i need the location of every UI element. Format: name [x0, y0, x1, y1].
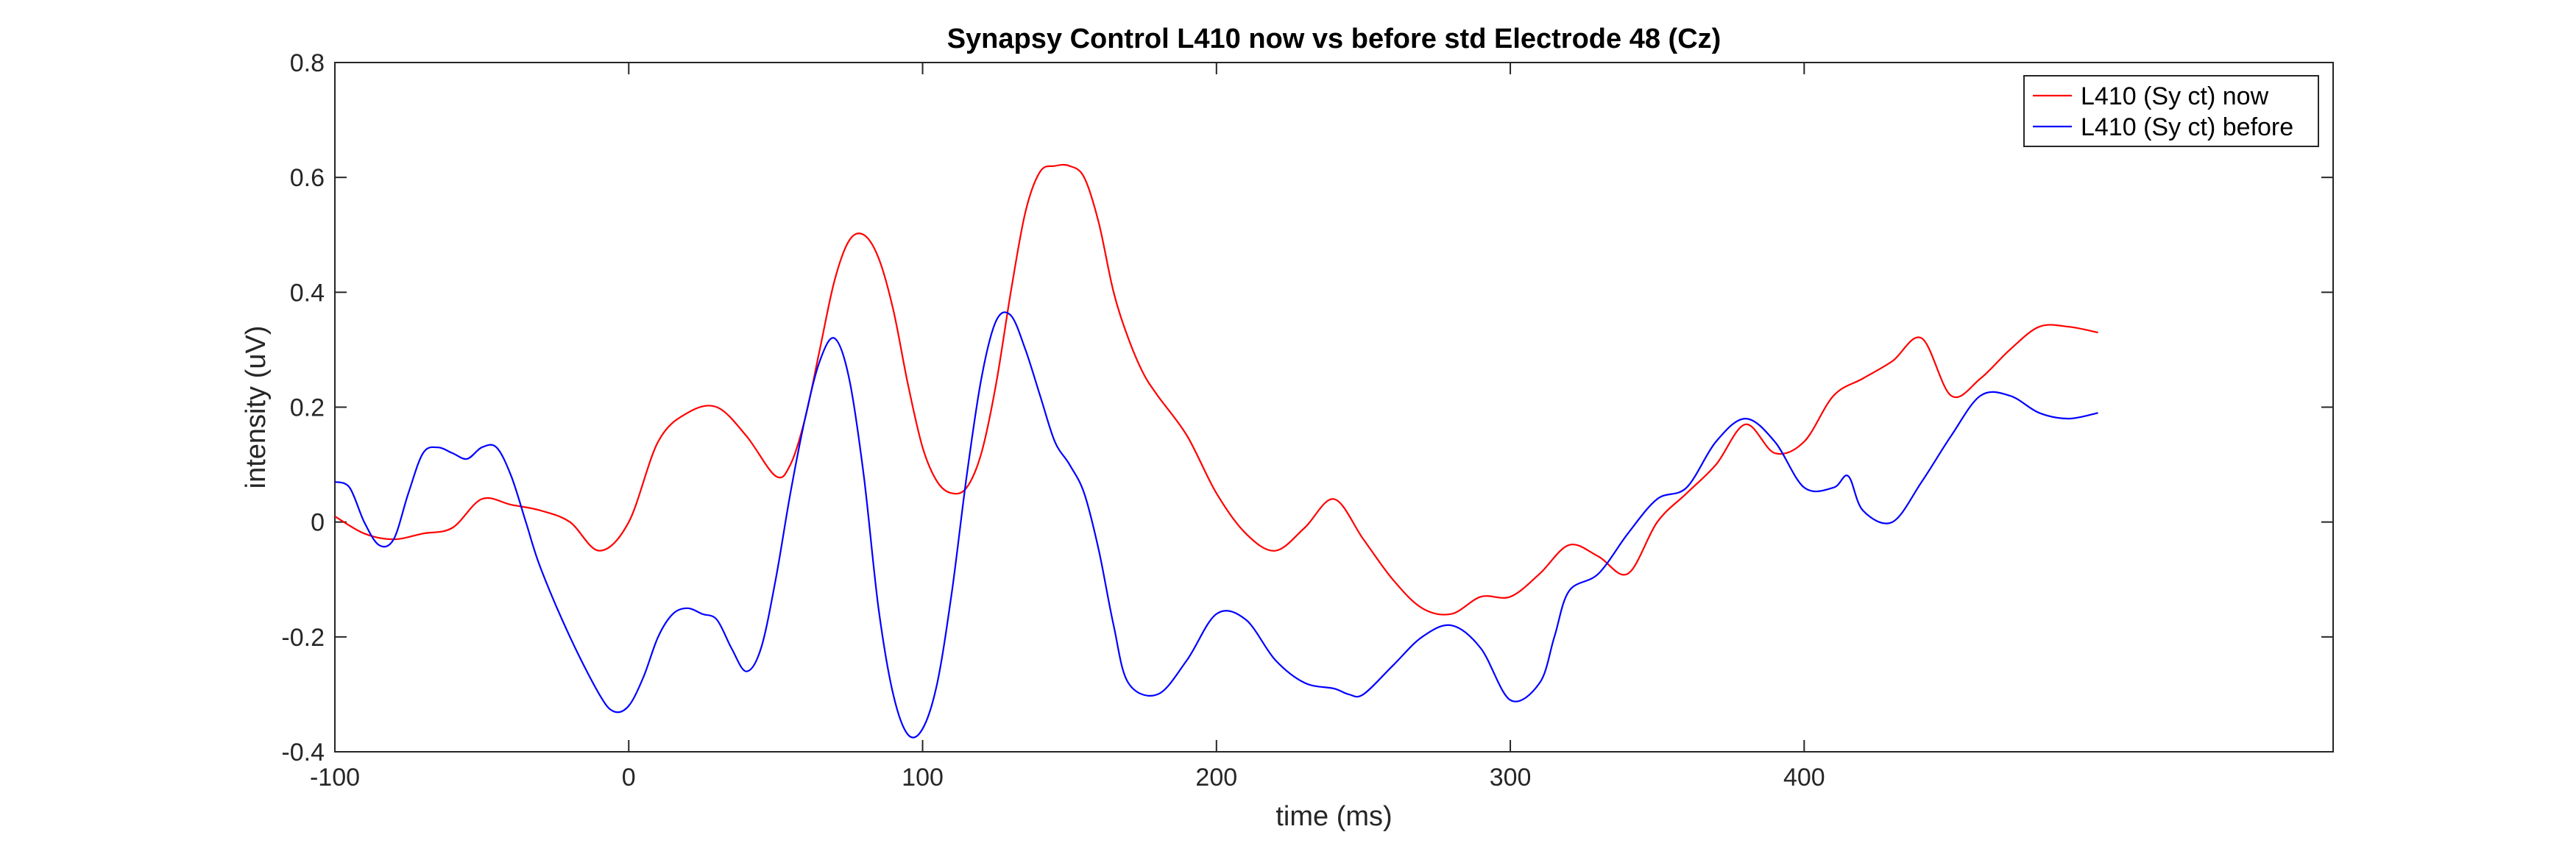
y-tick-label: 0.2: [290, 394, 325, 422]
chart-title: Synapsy Control L410 now vs before std E…: [947, 24, 1722, 54]
x-tick-label: 100: [902, 764, 944, 792]
legend-box: [2023, 75, 2319, 147]
axes-box: [334, 62, 2334, 753]
series-line-before: [334, 311, 2098, 739]
x-tick-label: 400: [1783, 764, 1825, 792]
series-group: [334, 163, 2098, 739]
y-tick-label: 0.4: [290, 279, 325, 307]
legend-label-now: L410 (Sy ct) now: [2081, 82, 2269, 110]
y-tick-label: 0.8: [290, 49, 325, 77]
y-tick-label: -0.4: [281, 739, 325, 766]
y-tick-label: 0.6: [290, 164, 325, 192]
legend-label-before: L410 (Sy ct) before: [2081, 113, 2293, 141]
axis-ticks: -100 0 100 200 300 400 -0.4 -0.2 0 0.2 0.4 0.6 0.8: [281, 49, 2333, 792]
y-tick-label: 0: [311, 509, 325, 537]
series-line-now: [334, 163, 2098, 616]
x-tick-label: 200: [1195, 764, 1237, 792]
x-tick-label: 300: [1490, 764, 1532, 792]
legend: L410 (Sy ct) now L410 (Sy ct) before: [2023, 75, 2319, 147]
y-tick-label: -0.2: [281, 624, 325, 652]
y-axis-label: intensity (uV): [241, 326, 272, 489]
plot-area: [334, 62, 2334, 753]
x-tick-label: -100: [310, 764, 360, 792]
x-axis-label: time (ms): [1275, 801, 1392, 832]
x-tick-label: 0: [622, 764, 636, 792]
